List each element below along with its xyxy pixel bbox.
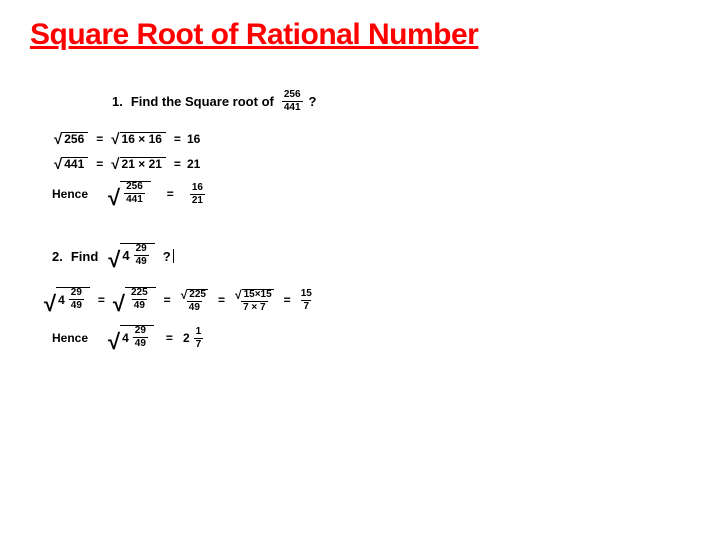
q1-line2: √ 441 = √ 21 × 21 = 21	[52, 156, 690, 171]
q2-number: 2.	[52, 250, 63, 263]
page-title: Square Root of Rational Number	[30, 18, 690, 52]
sqrt-4-29-49: √ 4 29 49	[108, 243, 154, 269]
hence-label: Hence	[52, 188, 88, 200]
q2-step2: √ 225 49	[113, 287, 156, 313]
q2-final-result: 2 1 7	[183, 327, 205, 350]
hence-label-2: Hence	[52, 332, 88, 344]
q1-prompt: 1. Find the Square root of 256 441 ?	[112, 90, 690, 113]
text-cursor	[173, 249, 174, 263]
q2-qmark: ?	[163, 250, 171, 263]
q2-step4: √ 15×15 7 × 7	[233, 288, 276, 313]
q2-step1: √ 4 29 49	[44, 287, 90, 313]
q1-qmark: ?	[309, 95, 317, 108]
sqrt-256: √ 256	[54, 131, 88, 146]
result-16-21: 16 21	[190, 183, 205, 206]
q2-hence: Hence √ 4 29 49 = 2 1	[52, 325, 690, 351]
sqrt-frac-256-441: √ 256 441	[108, 181, 151, 207]
q1-line1: √ 256 = √ 16 × 16 = 16	[52, 131, 690, 146]
q2-line1: √ 4 29 49 = √ 225 49	[42, 287, 690, 313]
content-area: 1. Find the Square root of 256 441 ? √ 2…	[30, 90, 690, 351]
q1-fraction: 256 441	[282, 90, 303, 113]
sqrt-21x21: √ 21 × 21	[111, 156, 166, 171]
q2-result-frac: 15 7	[299, 289, 314, 312]
q1-number: 1.	[112, 95, 123, 108]
sqrt-16x16: √ 16 × 16	[111, 131, 166, 146]
sqrt-441: √ 441	[54, 156, 88, 171]
q2-prompt: 2. Find √ 4 29 49 ?	[52, 243, 690, 269]
q2-step3: √ 225 49	[179, 288, 210, 313]
q2-text: Find	[71, 250, 98, 263]
q1-hence: Hence √ 256 441 = 16 21	[52, 181, 690, 207]
q2-hence-sqrt: √ 4 29 49	[108, 325, 154, 351]
q1-text: Find the Square root of	[131, 95, 274, 108]
